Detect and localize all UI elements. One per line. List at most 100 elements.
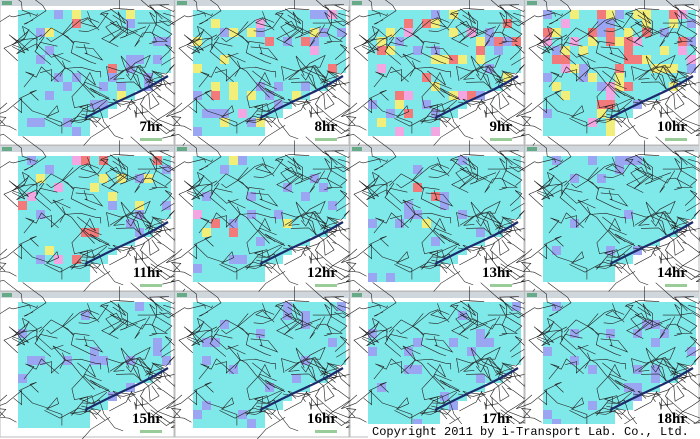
cell	[274, 347, 283, 356]
cell	[153, 46, 162, 55]
cell	[503, 210, 512, 219]
cell	[328, 347, 337, 356]
cell	[63, 264, 72, 273]
cell	[543, 127, 552, 136]
cell	[54, 246, 63, 255]
cell	[265, 374, 274, 383]
road	[23, 66, 59, 88]
toolbar-icon	[2, 1, 12, 5]
cell	[90, 320, 99, 329]
cell	[108, 174, 117, 183]
road	[462, 157, 501, 184]
cell	[54, 156, 63, 165]
cell	[126, 10, 135, 19]
cell	[45, 338, 54, 347]
road	[149, 315, 173, 337]
cell	[503, 356, 512, 365]
road	[162, 133, 213, 162]
cell	[310, 183, 319, 192]
cell	[660, 192, 669, 201]
time-label: 14hr	[657, 265, 687, 281]
cell	[597, 228, 606, 237]
cell	[386, 338, 395, 347]
cell	[54, 55, 63, 64]
cell	[99, 374, 108, 383]
cell	[570, 46, 579, 55]
cell	[81, 246, 90, 255]
cell	[543, 329, 552, 338]
cell	[153, 165, 162, 174]
cell	[440, 356, 449, 365]
cell	[570, 183, 579, 192]
cell	[642, 73, 651, 82]
cell	[126, 165, 135, 174]
cell	[422, 347, 431, 356]
cell	[395, 192, 404, 201]
road	[283, 314, 322, 336]
road	[536, 329, 563, 343]
cell	[552, 192, 561, 201]
cell	[18, 264, 27, 273]
road	[287, 98, 312, 110]
cell	[117, 46, 126, 55]
cell	[256, 156, 265, 165]
cell	[422, 64, 431, 73]
cell	[45, 82, 54, 91]
cell	[440, 156, 449, 165]
cell	[624, 37, 633, 46]
road	[134, 31, 169, 47]
cell	[18, 82, 27, 91]
cell	[220, 100, 229, 109]
coastline	[434, 75, 519, 119]
cell	[503, 219, 512, 228]
cell	[193, 37, 202, 46]
road	[0, 97, 23, 114]
cell	[395, 183, 404, 192]
cell	[395, 174, 404, 183]
cell	[337, 338, 346, 347]
cell	[377, 183, 386, 192]
cell	[561, 55, 570, 64]
cell	[328, 165, 337, 174]
road	[428, 304, 459, 324]
cell	[292, 55, 301, 64]
road	[62, 352, 95, 390]
road	[77, 362, 111, 392]
cell	[247, 302, 256, 311]
cell	[108, 10, 117, 19]
cell	[476, 82, 485, 91]
road	[484, 323, 519, 339]
cell	[265, 237, 274, 246]
cell	[395, 347, 404, 356]
cell	[440, 91, 449, 100]
cell	[561, 410, 570, 419]
road	[250, 44, 279, 61]
cell	[588, 91, 597, 100]
road	[253, 245, 283, 268]
cell	[633, 228, 642, 237]
cell	[265, 100, 274, 109]
road	[0, 304, 31, 315]
road	[509, 190, 528, 212]
cell	[552, 338, 561, 347]
road	[373, 0, 397, 25]
road	[361, 183, 388, 197]
road	[559, 41, 583, 65]
road	[183, 34, 201, 54]
time-label: 8hr	[315, 119, 338, 135]
road	[193, 90, 224, 117]
cell	[597, 273, 606, 282]
cell	[404, 410, 413, 419]
cell	[440, 210, 449, 219]
cell	[624, 401, 633, 410]
road	[341, 97, 373, 118]
cell	[72, 118, 81, 127]
cell	[561, 264, 570, 273]
cell	[386, 91, 395, 100]
cell	[543, 320, 552, 329]
cell	[117, 73, 126, 82]
cell	[256, 28, 265, 37]
cell	[449, 374, 458, 383]
cell	[220, 273, 229, 282]
cell	[660, 201, 669, 210]
